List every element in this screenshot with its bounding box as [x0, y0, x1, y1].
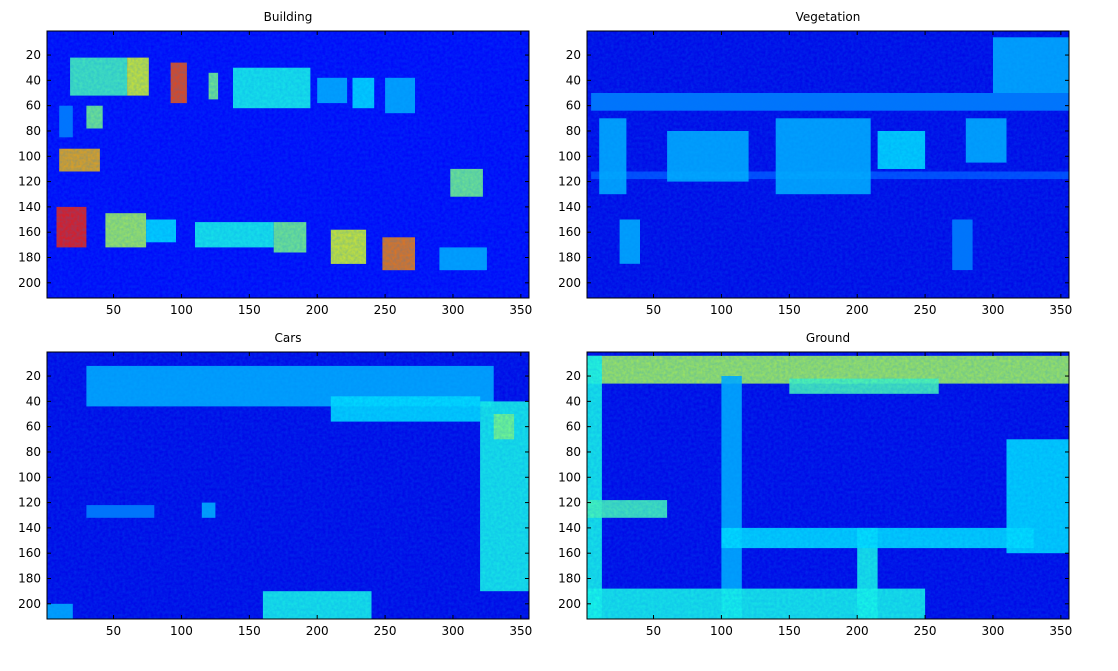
x-tick-label: 50 — [106, 303, 121, 317]
y-tick-label: 80 — [26, 124, 41, 138]
y-tick-label: 100 — [558, 149, 581, 163]
x-tick-label: 300 — [442, 303, 465, 317]
x-axis-ticks: 50 100 150 200 250 300 350 — [106, 31, 532, 317]
axes-frame — [586, 351, 1070, 620]
y-tick-label: 20 — [26, 48, 41, 62]
x-tick-label: 50 — [646, 303, 661, 317]
y-tick-label: 140 — [18, 200, 41, 214]
panel-title: Building — [264, 10, 313, 24]
x-tick-label: 200 — [846, 303, 869, 317]
y-axis-ticks: 20 40 60 80 100 120 140 160 180 200 — [558, 48, 1069, 290]
x-axis-ticks: 50 100 150 200 250 300 350 — [106, 352, 532, 638]
x-tick-label: 300 — [442, 624, 465, 638]
y-axis-ticks: 20 40 60 80 100 120 140 160 180 200 — [18, 48, 529, 290]
y-tick-label: 180 — [18, 572, 41, 586]
vegetation-heatmap-panel: Vegetation 50 100 150 200 250 300 350 20 40 60 80… — [558, 10, 1072, 317]
y-tick-label: 40 — [26, 73, 41, 87]
x-tick-label: 100 — [710, 624, 733, 638]
y-tick-label: 100 — [558, 470, 581, 484]
y-tick-label: 20 — [566, 369, 581, 383]
x-tick-label: 150 — [778, 303, 801, 317]
y-axis-ticks: 20 40 60 80 100 120 140 160 180 200 — [18, 369, 529, 611]
x-tick-label: 50 — [106, 624, 121, 638]
x-tick-label: 100 — [170, 624, 193, 638]
heatmap-plot-area — [587, 31, 1069, 298]
y-tick-label: 140 — [558, 521, 581, 535]
y-tick-label: 160 — [558, 546, 581, 560]
x-axis-ticks: 50 100 150 200 250 300 350 — [646, 352, 1072, 638]
x-tick-label: 150 — [778, 624, 801, 638]
y-tick-label: 20 — [26, 369, 41, 383]
y-tick-label: 140 — [18, 521, 41, 535]
heatmap-texture — [47, 31, 529, 298]
y-tick-label: 60 — [566, 420, 581, 434]
heatmap-texture — [47, 352, 529, 619]
x-tick-label: 150 — [238, 624, 261, 638]
y-tick-label: 160 — [558, 225, 581, 239]
axes-frame — [46, 30, 530, 299]
y-tick-label: 60 — [26, 99, 41, 113]
axes-frame — [46, 351, 530, 620]
y-tick-label: 180 — [18, 251, 41, 265]
heatmap-texture — [587, 31, 1069, 298]
heatmap-texture — [587, 352, 1069, 619]
y-tick-label: 160 — [18, 225, 41, 239]
x-tick-label: 150 — [238, 303, 261, 317]
building-heatmap-panel: Building 50 100 150 200 250 300 350 20 40 60 80 10… — [18, 10, 532, 317]
y-tick-label: 40 — [566, 394, 581, 408]
y-tick-label: 180 — [558, 572, 581, 586]
x-axis-ticks: 50 100 150 200 250 300 350 — [646, 31, 1072, 317]
y-tick-label: 80 — [566, 445, 581, 459]
y-tick-label: 180 — [558, 251, 581, 265]
y-tick-label: 100 — [18, 149, 41, 163]
x-tick-label: 350 — [1049, 624, 1072, 638]
y-tick-label: 80 — [566, 124, 581, 138]
y-tick-label: 200 — [558, 597, 581, 611]
x-tick-label: 350 — [509, 303, 532, 317]
y-tick-label: 120 — [558, 175, 581, 189]
y-tick-label: 120 — [18, 496, 41, 510]
x-tick-label: 350 — [1049, 303, 1072, 317]
y-tick-label: 200 — [18, 276, 41, 290]
y-tick-label: 200 — [558, 276, 581, 290]
y-tick-label: 140 — [558, 200, 581, 214]
x-tick-label: 200 — [306, 303, 329, 317]
y-tick-label: 60 — [566, 99, 581, 113]
heatmap-plot-area — [47, 352, 529, 619]
x-tick-label: 100 — [170, 303, 193, 317]
y-tick-label: 160 — [18, 546, 41, 560]
y-axis-ticks: 20 40 60 80 100 120 140 160 180 200 — [558, 369, 1069, 611]
ground-heatmap-panel: Ground 50 100 150 200 250 300 350 20 40 60 80 100 1… — [558, 331, 1072, 638]
x-tick-label: 50 — [646, 624, 661, 638]
y-tick-label: 60 — [26, 420, 41, 434]
x-tick-label: 300 — [982, 303, 1005, 317]
y-tick-label: 120 — [18, 175, 41, 189]
axes-frame — [586, 30, 1070, 299]
cars-heatmap-panel: Cars 50 100 150 200 250 300 350 20 40 60 80 100 120… — [18, 331, 532, 638]
y-tick-label: 40 — [566, 73, 581, 87]
heatmap-plot-area — [587, 352, 1069, 619]
x-tick-label: 300 — [982, 624, 1005, 638]
panel-title: Vegetation — [796, 10, 861, 24]
y-tick-label: 120 — [558, 496, 581, 510]
panel-title: Cars — [275, 331, 302, 345]
x-tick-label: 250 — [914, 624, 937, 638]
x-tick-label: 100 — [710, 303, 733, 317]
x-tick-label: 250 — [914, 303, 937, 317]
y-tick-label: 40 — [26, 394, 41, 408]
x-tick-label: 250 — [374, 303, 397, 317]
panel-title: Ground — [806, 331, 850, 345]
x-tick-label: 250 — [374, 624, 397, 638]
y-tick-label: 100 — [18, 470, 41, 484]
y-tick-label: 80 — [26, 445, 41, 459]
x-tick-label: 350 — [509, 624, 532, 638]
y-tick-label: 200 — [18, 597, 41, 611]
x-tick-label: 200 — [846, 624, 869, 638]
y-tick-label: 20 — [566, 48, 581, 62]
x-tick-label: 200 — [306, 624, 329, 638]
heatmap-plot-area — [47, 31, 529, 298]
